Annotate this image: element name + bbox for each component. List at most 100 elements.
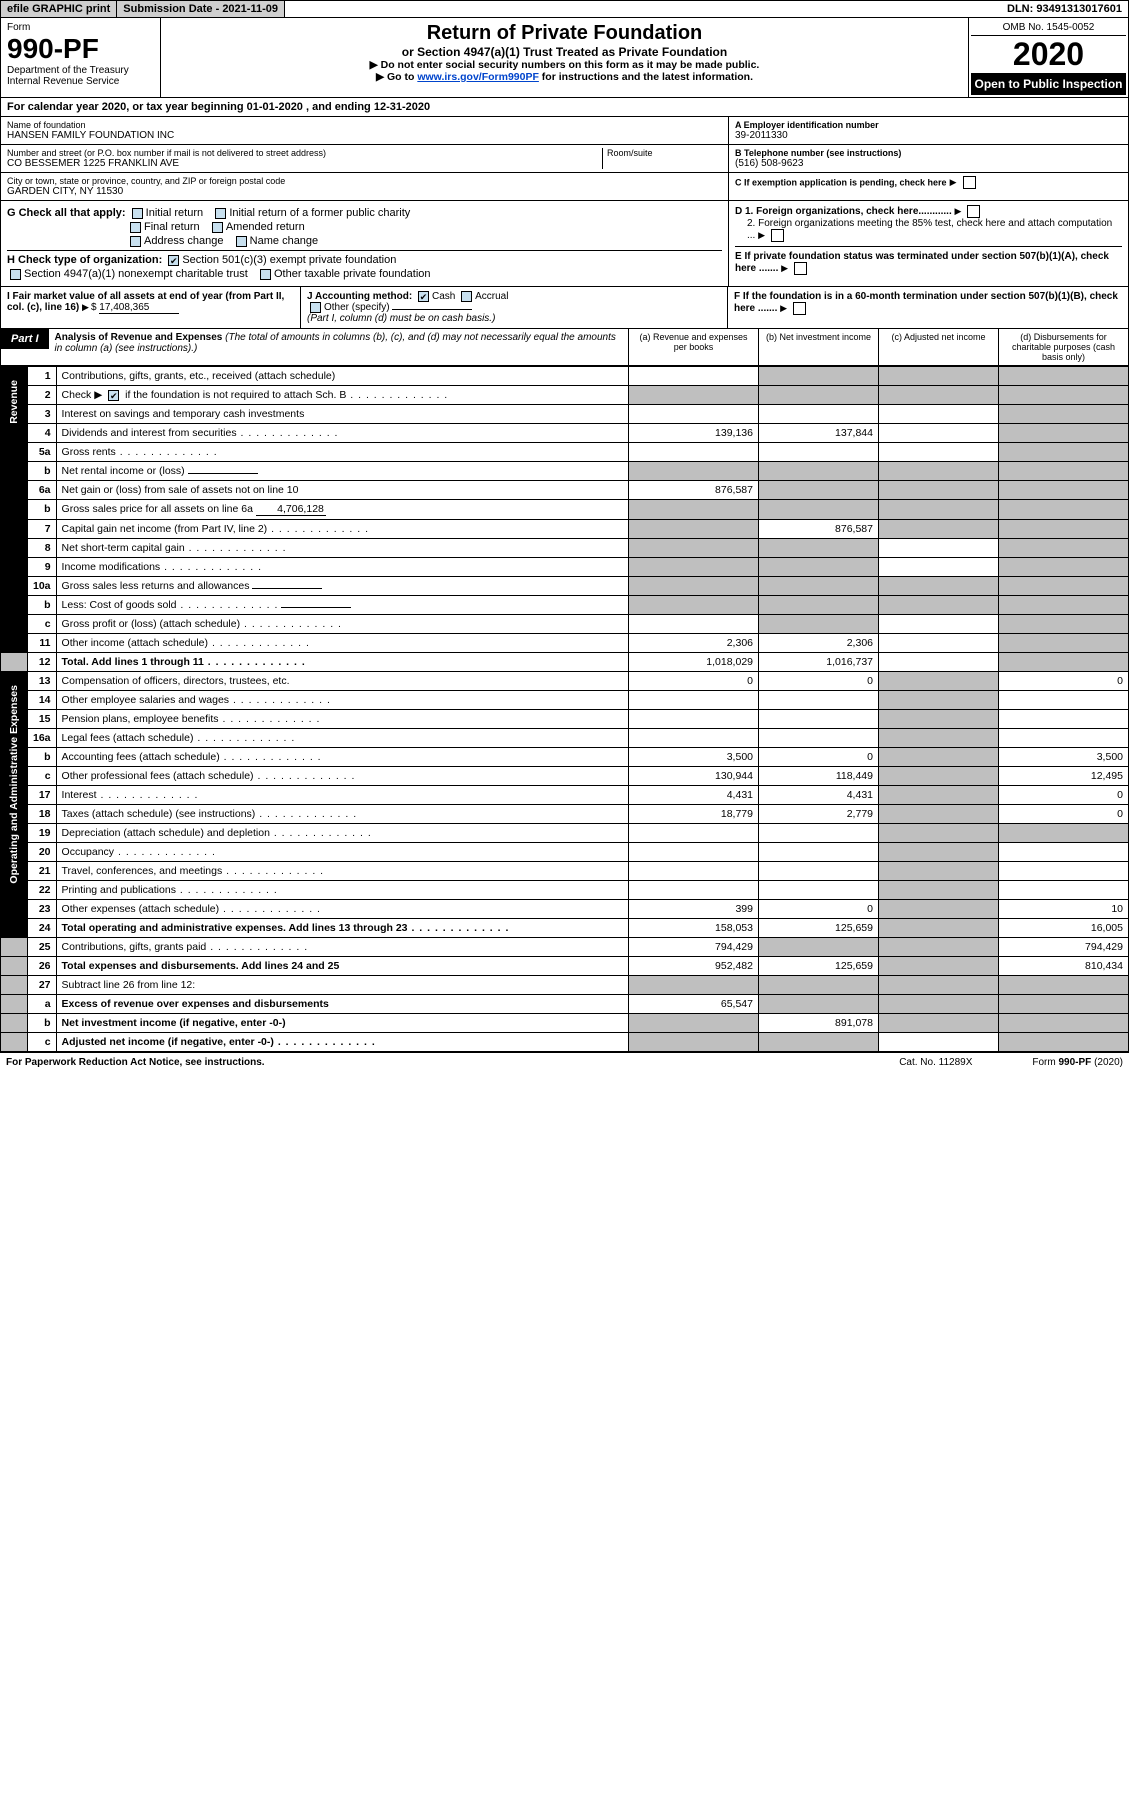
form-word: Form [7, 22, 154, 33]
table-row: 3Interest on savings and temporary cash … [1, 405, 1129, 424]
col-d-header: (d) Disbursements for charitable purpose… [998, 329, 1128, 365]
table-row: bNet rental income or (loss) [1, 462, 1129, 481]
table-row: cOther professional fees (attach schedul… [1, 767, 1129, 786]
table-row: 23Other expenses (attach schedule)399010 [1, 900, 1129, 919]
table-row: 25Contributions, gifts, grants paid794,4… [1, 938, 1129, 957]
form-subtitle: or Section 4947(a)(1) Trust Treated as P… [169, 45, 960, 59]
efile-print-button[interactable]: efile GRAPHIC print [1, 1, 117, 17]
revenue-side-label: Revenue [6, 370, 22, 434]
table-row: 19Depreciation (attach schedule) and dep… [1, 824, 1129, 843]
part1-header: Part I Analysis of Revenue and Expenses … [0, 329, 1129, 366]
other-method-checkbox[interactable] [310, 302, 321, 313]
irs-label: Internal Revenue Service [7, 76, 154, 87]
table-row: cAdjusted net income (if negative, enter… [1, 1033, 1129, 1052]
table-row: bGross sales price for all assets on lin… [1, 500, 1129, 520]
amended-return-checkbox[interactable] [212, 222, 223, 233]
phone-value: (516) 508-9623 [735, 158, 1122, 169]
part1-table: Revenue 1 Contributions, gifts, grants, … [0, 366, 1129, 1052]
exemption-pending-label: C If exemption application is pending, c… [735, 177, 947, 187]
table-row: 27Subtract line 26 from line 12: [1, 976, 1129, 995]
final-return-checkbox[interactable] [130, 222, 141, 233]
phone-label: B Telephone number (see instructions) [735, 148, 1122, 158]
table-row: 15Pension plans, employee benefits [1, 710, 1129, 729]
address-change-checkbox[interactable] [130, 236, 141, 247]
table-row: 16aLegal fees (attach schedule) [1, 729, 1129, 748]
omb-number: OMB No. 1545-0052 [971, 20, 1126, 36]
form-number: 990-PF [7, 33, 154, 65]
schb-checkbox[interactable] [108, 390, 119, 401]
table-row: bLess: Cost of goods sold [1, 596, 1129, 615]
entity-info: Name of foundation HANSEN FAMILY FOUNDAT… [0, 117, 1129, 201]
submission-date: Submission Date - 2021-11-09 [117, 1, 285, 17]
name-label: Name of foundation [7, 120, 722, 130]
city-label: City or town, state or province, country… [7, 176, 722, 186]
d1-checkbox[interactable] [967, 205, 980, 218]
ein-label: A Employer identification number [735, 120, 1122, 130]
form-header: Form 990-PF Department of the Treasury I… [0, 18, 1129, 98]
d2-label: 2. Foreign organizations meeting the 85%… [735, 218, 1122, 242]
table-row: 14Other employee salaries and wages [1, 691, 1129, 710]
j-note: (Part I, column (d) must be on cash basi… [307, 313, 495, 324]
table-row: 20Occupancy [1, 843, 1129, 862]
table-row: 8Net short-term capital gain [1, 539, 1129, 558]
j-label: J Accounting method: [307, 291, 412, 302]
table-row: 10aGross sales less returns and allowanc… [1, 577, 1129, 596]
cash-checkbox[interactable] [418, 291, 429, 302]
col-b-header: (b) Net investment income [758, 329, 878, 365]
initial-public-checkbox[interactable] [215, 208, 226, 219]
fmv-value: 17,408,365 [99, 302, 179, 314]
table-row: 7Capital gain net income (from Part IV, … [1, 520, 1129, 539]
e-checkbox[interactable] [794, 262, 807, 275]
addr-label: Number and street (or P.O. box number if… [7, 148, 602, 158]
g-label: G Check all that apply: [7, 207, 126, 219]
form-ref: Form 990-PF (2020) [1032, 1057, 1123, 1068]
table-row: Operating and Administrative Expenses 13… [1, 672, 1129, 691]
h-label: H Check type of organization: [7, 254, 162, 266]
city-value: GARDEN CITY, NY 11530 [7, 186, 722, 197]
foundation-name: HANSEN FAMILY FOUNDATION INC [7, 130, 722, 141]
dept-treasury: Department of the Treasury [7, 65, 154, 76]
table-row: 22Printing and publications [1, 881, 1129, 900]
other-taxable-checkbox[interactable] [260, 269, 271, 280]
d2-checkbox[interactable] [771, 229, 784, 242]
501c3-checkbox[interactable] [168, 255, 179, 266]
table-row: 11Other income (attach schedule)2,3062,3… [1, 634, 1129, 653]
address-value: CO BESSEMER 1225 FRANKLIN AVE [7, 158, 602, 169]
paperwork-notice: For Paperwork Reduction Act Notice, see … [6, 1057, 265, 1068]
arrow-icon [950, 176, 959, 188]
initial-return-checkbox[interactable] [132, 208, 143, 219]
accrual-checkbox[interactable] [461, 291, 472, 302]
part1-label: Part I [1, 329, 49, 349]
f-label: F If the foundation is in a 60-month ter… [734, 291, 1118, 314]
table-row: 12Total. Add lines 1 through 111,018,029… [1, 653, 1129, 672]
table-row: 17Interest4,4314,4310 [1, 786, 1129, 805]
table-row: 24Total operating and administrative exp… [1, 919, 1129, 938]
form990pf-link[interactable]: www.irs.gov/Form990PF [417, 71, 539, 83]
col-a-header: (a) Revenue and expenses per books [628, 329, 758, 365]
room-label: Room/suite [607, 148, 722, 158]
table-row: bNet investment income (if negative, ent… [1, 1014, 1129, 1033]
table-row: 18Taxes (attach schedule) (see instructi… [1, 805, 1129, 824]
hij-row: I Fair market value of all assets at end… [0, 287, 1129, 329]
cat-no: Cat. No. 11289X [899, 1057, 972, 1068]
f-checkbox[interactable] [793, 302, 806, 315]
exemption-checkbox[interactable] [963, 176, 976, 189]
ein-value: 39-2011330 [735, 130, 1122, 141]
checks-section: G Check all that apply: Initial return I… [0, 201, 1129, 287]
dln-label: DLN: 93491313017601 [1001, 1, 1128, 17]
opex-side-label: Operating and Administrative Expenses [6, 675, 22, 894]
open-public-badge: Open to Public Inspection [971, 73, 1126, 95]
table-row: Revenue 1 Contributions, gifts, grants, … [1, 367, 1129, 386]
table-row: aExcess of revenue over expenses and dis… [1, 995, 1129, 1014]
name-change-checkbox[interactable] [236, 236, 247, 247]
table-row: 4Dividends and interest from securities1… [1, 424, 1129, 443]
table-row: 5aGross rents [1, 443, 1129, 462]
ssn-note: ▶ Do not enter social security numbers o… [169, 59, 960, 71]
col-c-header: (c) Adjusted net income [878, 329, 998, 365]
topbar: efile GRAPHIC print Submission Date - 20… [0, 0, 1129, 18]
page-footer: For Paperwork Reduction Act Notice, see … [0, 1052, 1129, 1072]
4947-checkbox[interactable] [10, 269, 21, 280]
goto-note: ▶ Go to www.irs.gov/Form990PF for instru… [169, 71, 960, 83]
table-row: 21Travel, conferences, and meetings [1, 862, 1129, 881]
e-label: E If private foundation status was termi… [735, 246, 1122, 275]
